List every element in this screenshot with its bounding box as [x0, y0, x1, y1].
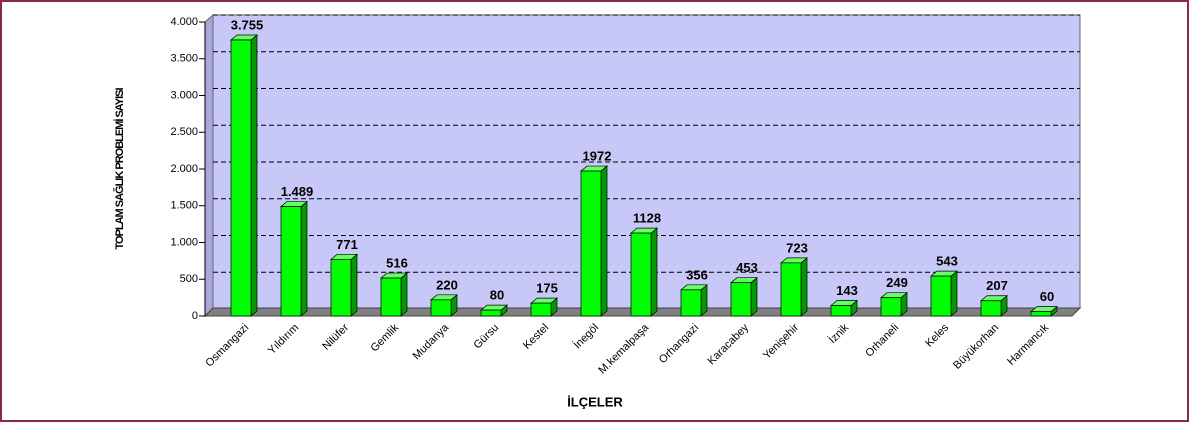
bar-side	[250, 34, 258, 317]
bar	[780, 262, 802, 317]
bar	[930, 275, 952, 317]
bar	[880, 297, 902, 317]
value-label: 3.755	[231, 17, 264, 32]
bar	[330, 258, 352, 317]
bar-side	[650, 227, 658, 317]
value-label: 143	[836, 283, 858, 298]
y-tick-label: 2.000	[170, 163, 198, 175]
bar	[730, 282, 752, 317]
bar	[280, 206, 302, 317]
bar	[480, 309, 502, 317]
value-label: 1972	[583, 148, 612, 163]
value-label: 60	[1040, 289, 1054, 304]
value-label: 1.489	[281, 184, 314, 199]
bar-side	[350, 253, 358, 317]
value-label: 249	[886, 275, 908, 290]
value-label: 175	[536, 281, 558, 296]
bar	[230, 39, 252, 317]
y-tick-label: 1.000	[170, 236, 198, 248]
value-label: 207	[986, 278, 1008, 293]
x-axis-title: İLÇELER	[567, 394, 623, 409]
bar-side	[800, 257, 808, 317]
value-label: 543	[936, 254, 958, 269]
y-tick-label: 1.500	[170, 200, 198, 212]
bar	[580, 170, 602, 317]
y-tick-label: 3.500	[170, 53, 198, 65]
y-axis-title: TOPLAM SAĞLIK PROBLEMİ SAYISI	[113, 88, 126, 250]
value-label: 516	[386, 256, 408, 271]
bar	[1030, 311, 1052, 317]
value-label: 1128	[633, 211, 661, 226]
bar	[980, 300, 1002, 317]
bar-side	[600, 165, 608, 317]
value-label: 356	[686, 267, 708, 282]
bar	[630, 232, 652, 317]
value-label: 453	[736, 260, 758, 275]
bar	[530, 302, 552, 317]
y-tick-label: 4.000	[170, 16, 198, 28]
bar	[680, 289, 702, 317]
bar-side	[300, 200, 308, 317]
bar-side	[950, 270, 958, 317]
value-label: 771	[336, 237, 358, 252]
y-tick-label: 2.500	[170, 126, 198, 138]
value-label: 80	[490, 288, 504, 303]
bar	[380, 277, 402, 317]
side-wall	[204, 13, 214, 318]
bar-side	[400, 272, 408, 317]
y-tick-label: 500	[180, 273, 198, 285]
y-tick-label: 3.000	[170, 89, 198, 101]
bar-side	[750, 276, 758, 317]
y-tick-label: 0	[192, 310, 198, 322]
value-label: 723	[786, 240, 808, 255]
bar	[430, 299, 452, 317]
value-label: 220	[436, 277, 458, 292]
bar	[830, 305, 852, 317]
